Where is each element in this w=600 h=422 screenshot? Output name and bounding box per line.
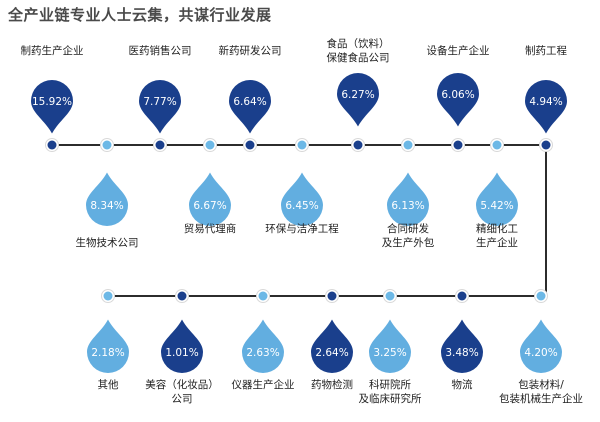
industry-item: 3.25% 科研院所及临床研究所 bbox=[359, 289, 422, 405]
drop-marker bbox=[441, 319, 483, 373]
node-dot bbox=[177, 291, 187, 301]
drop-marker bbox=[369, 319, 411, 373]
value-label: 6.45% bbox=[285, 200, 318, 212]
industry-item: 6.64% 新药研发公司 bbox=[219, 44, 282, 152]
category-label: 生物技术公司 bbox=[76, 236, 139, 249]
drop-marker bbox=[87, 319, 129, 373]
value-label: 2.63% bbox=[246, 347, 279, 359]
node-dot bbox=[327, 291, 337, 301]
industry-item: 6.67% 贸易代理商 bbox=[184, 138, 237, 235]
node-dot bbox=[297, 140, 307, 150]
value-label: 6.67% bbox=[193, 200, 226, 212]
category-label: 药物检测 bbox=[311, 378, 353, 391]
drop-marker bbox=[387, 172, 429, 226]
drop-marker bbox=[31, 80, 73, 134]
value-label: 8.34% bbox=[90, 200, 123, 212]
node-dot bbox=[258, 291, 268, 301]
value-label: 15.92% bbox=[32, 96, 72, 108]
node-dot bbox=[47, 140, 57, 150]
category-label: 合同研发及生产外包 bbox=[382, 222, 435, 249]
industry-item: 6.45% 环保与洁净工程 bbox=[265, 138, 339, 235]
drop-marker bbox=[161, 319, 203, 373]
industry-item: 15.92% 制药生产企业 bbox=[21, 44, 84, 152]
value-label: 5.42% bbox=[480, 200, 513, 212]
category-label: 食品（饮料）保健食品公司 bbox=[327, 37, 390, 64]
node-dot bbox=[453, 140, 463, 150]
drop-marker bbox=[139, 80, 181, 134]
industry-item: 8.34% 生物技术公司 bbox=[76, 138, 139, 249]
value-label: 2.64% bbox=[315, 347, 348, 359]
industry-item: 6.06% 设备生产企业 bbox=[427, 44, 490, 152]
value-label: 2.18% bbox=[91, 347, 124, 359]
drop-marker bbox=[229, 80, 271, 134]
node-dot bbox=[205, 140, 215, 150]
drop-marker bbox=[189, 172, 231, 226]
value-label: 3.25% bbox=[373, 347, 406, 359]
category-label: 贸易代理商 bbox=[184, 222, 237, 235]
category-label: 精细化工生产企业 bbox=[476, 222, 518, 249]
category-label: 美容（化妆品）公司 bbox=[145, 378, 219, 405]
node-dot bbox=[103, 291, 113, 301]
industry-item: 1.01% 美容（化妆品）公司 bbox=[145, 289, 219, 405]
value-label: 6.13% bbox=[391, 200, 424, 212]
industry-item: 6.13% 合同研发及生产外包 bbox=[382, 138, 435, 249]
industry-item: 4.94% 制药工程 bbox=[525, 44, 567, 152]
value-label: 4.20% bbox=[524, 347, 557, 359]
node-dot bbox=[457, 291, 467, 301]
category-label: 其他 bbox=[98, 378, 119, 391]
value-label: 1.01% bbox=[165, 347, 198, 359]
category-label: 医药销售公司 bbox=[129, 44, 192, 57]
node-dot bbox=[155, 140, 165, 150]
category-label: 制药生产企业 bbox=[21, 44, 84, 57]
node-dot bbox=[353, 140, 363, 150]
drop-marker bbox=[242, 319, 284, 373]
drop-marker bbox=[437, 73, 479, 127]
industry-item: 6.27% 食品（饮料）保健食品公司 bbox=[327, 37, 390, 152]
node-dot bbox=[245, 140, 255, 150]
industry-item: 2.63% 仪器生产企业 bbox=[232, 289, 295, 391]
category-label: 仪器生产企业 bbox=[232, 378, 295, 391]
drop-marker bbox=[311, 319, 353, 373]
drop-marker bbox=[281, 172, 323, 226]
value-label: 3.48% bbox=[445, 347, 478, 359]
drop-marker bbox=[86, 172, 128, 226]
value-label: 6.64% bbox=[233, 96, 266, 108]
category-label: 环保与洁净工程 bbox=[265, 222, 339, 235]
category-label: 物流 bbox=[452, 378, 473, 391]
industry-item: 2.64% 药物检测 bbox=[311, 289, 353, 391]
category-label: 设备生产企业 bbox=[427, 44, 490, 57]
industry-item: 2.18% 其他 bbox=[87, 289, 129, 391]
industry-item: 4.20% 包装材料/包装机械生产企业 bbox=[499, 289, 583, 405]
value-label: 7.77% bbox=[143, 96, 176, 108]
node-dot bbox=[102, 140, 112, 150]
chart-title: 全产业链专业人士云集，共谋行业发展 bbox=[8, 6, 272, 24]
drop-marker bbox=[476, 172, 518, 226]
category-label: 制药工程 bbox=[525, 44, 567, 57]
node-dot bbox=[385, 291, 395, 301]
node-dot bbox=[403, 140, 413, 150]
value-label: 6.06% bbox=[441, 89, 474, 101]
node-dot bbox=[536, 291, 546, 301]
industry-item: 3.48% 物流 bbox=[441, 289, 483, 391]
category-label: 科研院所及临床研究所 bbox=[359, 378, 422, 405]
category-label: 包装材料/包装机械生产企业 bbox=[499, 378, 583, 405]
industry-item: 5.42% 精细化工生产企业 bbox=[476, 138, 518, 249]
drop-marker bbox=[520, 319, 562, 373]
value-label: 4.94% bbox=[529, 96, 562, 108]
node-dot bbox=[541, 140, 551, 150]
drop-marker bbox=[525, 80, 567, 134]
node-dot bbox=[492, 140, 502, 150]
drop-marker bbox=[337, 73, 379, 127]
industry-item: 7.77% 医药销售公司 bbox=[129, 44, 192, 152]
category-label: 新药研发公司 bbox=[219, 44, 282, 57]
value-label: 6.27% bbox=[341, 89, 374, 101]
